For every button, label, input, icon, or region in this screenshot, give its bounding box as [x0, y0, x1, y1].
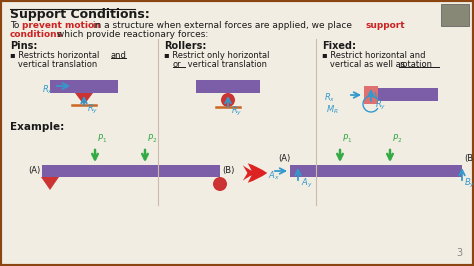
Text: $B_y$: $B_y$ — [464, 177, 474, 190]
Text: 3: 3 — [456, 248, 462, 258]
Text: Example:: Example: — [10, 122, 64, 132]
Text: (B): (B) — [222, 166, 234, 175]
Text: Support Conditions:: Support Conditions: — [10, 8, 150, 21]
FancyBboxPatch shape — [196, 80, 260, 93]
Text: $R_x$: $R_x$ — [42, 83, 54, 95]
Text: ▪ Restrict horizontal and: ▪ Restrict horizontal and — [322, 51, 426, 60]
Text: $P_2$: $P_2$ — [392, 132, 402, 145]
Text: ▪ Restrict only horizontal: ▪ Restrict only horizontal — [164, 51, 270, 60]
Text: vertical translation: vertical translation — [185, 60, 267, 69]
Text: To: To — [10, 21, 22, 30]
Text: $A_y$: $A_y$ — [301, 177, 313, 190]
FancyBboxPatch shape — [364, 86, 378, 104]
Text: ▪ Restricts horizontal: ▪ Restricts horizontal — [10, 51, 102, 60]
Text: which provide reactionary forces:: which provide reactionary forces: — [54, 30, 208, 39]
Circle shape — [213, 177, 227, 191]
Text: and: and — [111, 51, 127, 60]
FancyBboxPatch shape — [50, 80, 118, 93]
Text: support: support — [366, 21, 406, 30]
Text: Rollers:: Rollers: — [164, 41, 206, 51]
Text: $A_x$: $A_x$ — [268, 169, 280, 181]
Text: conditions: conditions — [10, 30, 63, 39]
Text: $P_1$: $P_1$ — [342, 132, 352, 145]
Text: Fixed:: Fixed: — [322, 41, 356, 51]
Text: $M_R$: $M_R$ — [326, 104, 339, 117]
Text: (A): (A) — [278, 154, 290, 163]
FancyBboxPatch shape — [441, 4, 469, 26]
Text: vertical as well as: vertical as well as — [322, 60, 408, 69]
Polygon shape — [41, 177, 59, 190]
Circle shape — [221, 93, 235, 107]
FancyBboxPatch shape — [42, 165, 220, 177]
Text: rotation: rotation — [399, 60, 432, 69]
FancyBboxPatch shape — [378, 88, 438, 101]
Text: (B): (B) — [464, 154, 474, 163]
Text: $P_1$: $P_1$ — [97, 132, 107, 145]
Text: $P_2$: $P_2$ — [147, 132, 157, 145]
Text: (A): (A) — [28, 166, 40, 175]
Text: $R_y$: $R_y$ — [375, 99, 386, 112]
Text: $R_y$: $R_y$ — [87, 103, 99, 116]
Text: vertical translation: vertical translation — [10, 60, 97, 69]
Polygon shape — [75, 93, 93, 105]
Text: in a structure when external forces are applied, we place: in a structure when external forces are … — [90, 21, 355, 30]
Text: $R_x$: $R_x$ — [324, 92, 335, 105]
Text: prevent motion: prevent motion — [22, 21, 100, 30]
Text: or: or — [173, 60, 182, 69]
Text: Pins:: Pins: — [10, 41, 37, 51]
FancyBboxPatch shape — [290, 165, 462, 177]
Text: $R_y$: $R_y$ — [231, 105, 242, 118]
